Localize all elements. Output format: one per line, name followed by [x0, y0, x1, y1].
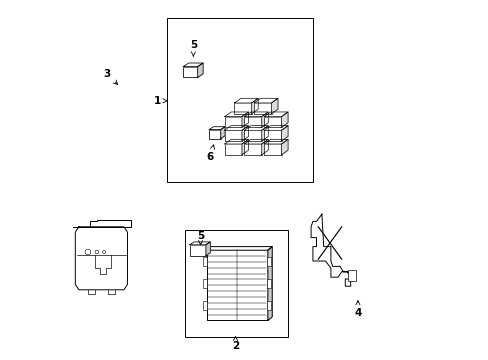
Bar	[224, 117, 242, 127]
Polygon shape	[224, 126, 248, 130]
Polygon shape	[267, 247, 272, 320]
Bar	[167, 18, 312, 182]
Polygon shape	[271, 98, 277, 114]
Polygon shape	[254, 98, 277, 103]
Polygon shape	[261, 112, 268, 127]
Polygon shape	[242, 112, 248, 127]
Bar	[266, 279, 271, 288]
Bar	[189, 245, 205, 256]
Polygon shape	[244, 112, 268, 117]
Bar	[203, 257, 207, 266]
Polygon shape	[261, 139, 268, 155]
Polygon shape	[224, 139, 248, 144]
Bar	[266, 301, 271, 310]
Text: 2: 2	[231, 337, 239, 351]
Bar	[244, 144, 261, 155]
Polygon shape	[281, 112, 287, 127]
Polygon shape	[264, 112, 287, 117]
Polygon shape	[242, 139, 248, 155]
Bar	[244, 117, 261, 127]
Text: 6: 6	[206, 145, 214, 162]
Circle shape	[85, 249, 91, 255]
Polygon shape	[264, 126, 287, 130]
Text: 1: 1	[153, 96, 167, 106]
Bar	[254, 103, 271, 114]
Polygon shape	[183, 63, 203, 67]
Polygon shape	[206, 247, 272, 250]
Text: 4: 4	[353, 301, 361, 318]
Bar	[347, 270, 355, 281]
Text: 5: 5	[197, 231, 204, 244]
Bar	[234, 103, 251, 114]
Polygon shape	[197, 63, 203, 77]
Bar	[209, 130, 220, 139]
Bar	[264, 130, 281, 141]
Polygon shape	[244, 139, 268, 144]
Bar	[203, 279, 207, 288]
Bar	[185, 230, 287, 337]
Bar	[266, 257, 271, 266]
Bar	[224, 144, 242, 155]
Polygon shape	[234, 98, 258, 103]
Polygon shape	[209, 127, 224, 130]
Polygon shape	[205, 242, 210, 256]
Polygon shape	[189, 242, 210, 245]
Polygon shape	[73, 220, 131, 227]
Circle shape	[102, 251, 105, 253]
Bar	[203, 301, 207, 310]
Circle shape	[95, 250, 99, 254]
Bar	[264, 117, 281, 127]
Polygon shape	[220, 127, 224, 139]
Polygon shape	[242, 126, 248, 141]
Bar	[264, 144, 281, 155]
Polygon shape	[224, 112, 248, 117]
Bar	[183, 67, 197, 77]
Polygon shape	[261, 126, 268, 141]
Bar	[224, 130, 242, 141]
Bar	[244, 130, 261, 141]
Polygon shape	[264, 139, 287, 144]
Text: 3: 3	[103, 69, 118, 85]
Polygon shape	[310, 214, 350, 286]
Text: 5: 5	[189, 40, 197, 56]
Polygon shape	[244, 126, 268, 130]
Polygon shape	[281, 126, 287, 141]
Polygon shape	[281, 139, 287, 155]
Bar	[206, 250, 267, 320]
Polygon shape	[251, 98, 258, 114]
